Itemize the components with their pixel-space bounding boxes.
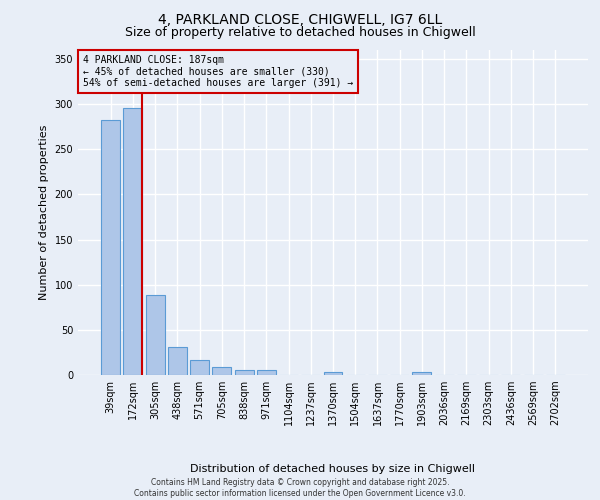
Text: Contains HM Land Registry data © Crown copyright and database right 2025.
Contai: Contains HM Land Registry data © Crown c…	[134, 478, 466, 498]
Bar	[146, 294, 164, 375]
Y-axis label: Number of detached properties: Number of detached properties	[39, 125, 49, 300]
Bar	[168, 347, 187, 375]
Text: Size of property relative to detached houses in Chigwell: Size of property relative to detached ho…	[125, 26, 475, 39]
Bar	[190, 360, 209, 375]
Bar	[412, 372, 431, 375]
Bar	[257, 370, 276, 375]
Text: 4, PARKLAND CLOSE, CHIGWELL, IG7 6LL: 4, PARKLAND CLOSE, CHIGWELL, IG7 6LL	[158, 12, 442, 26]
Bar	[124, 108, 142, 375]
Bar	[101, 120, 120, 375]
Bar	[212, 367, 231, 375]
Bar	[235, 370, 254, 375]
X-axis label: Distribution of detached houses by size in Chigwell: Distribution of detached houses by size …	[191, 464, 476, 474]
Text: 4 PARKLAND CLOSE: 187sqm
← 45% of detached houses are smaller (330)
54% of semi-: 4 PARKLAND CLOSE: 187sqm ← 45% of detach…	[83, 55, 353, 88]
Bar	[323, 372, 343, 375]
